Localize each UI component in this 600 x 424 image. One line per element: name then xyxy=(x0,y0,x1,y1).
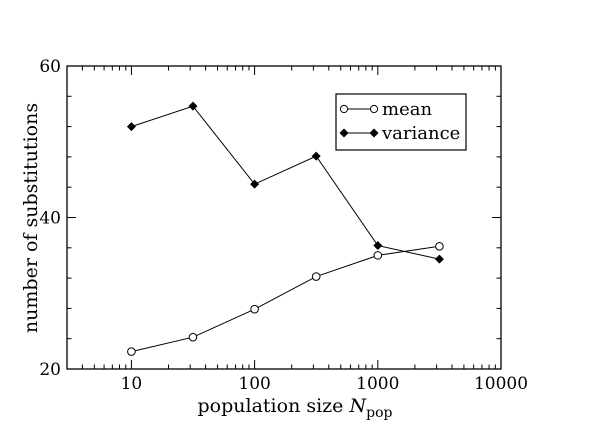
series-mean-line xyxy=(131,245,440,353)
x-axis-title-subscript: pop xyxy=(366,405,392,421)
data-point-mean xyxy=(250,304,259,314)
legend-variance-marker-left xyxy=(339,128,349,138)
x-tick-label: 10 xyxy=(121,374,143,394)
data-point-mean xyxy=(373,251,383,260)
x-axis-title-text: population size xyxy=(198,395,350,417)
series-variance xyxy=(126,101,444,264)
legend-mean-label: mean xyxy=(382,99,432,120)
data-point-mean xyxy=(435,241,444,251)
legend-mean-marker-left xyxy=(339,104,349,114)
x-tick-label: 10000 xyxy=(474,374,528,394)
data-point-variance xyxy=(373,241,383,251)
x-tick-label: 100 xyxy=(238,374,270,394)
y-axis-title: number of substitutions xyxy=(20,103,42,333)
data-point-variance xyxy=(250,179,260,189)
series-variance-line xyxy=(131,105,440,260)
y-tick-label: 60 xyxy=(39,57,61,77)
y-tick-label: 20 xyxy=(39,360,61,380)
series-layer xyxy=(126,101,444,356)
data-point-mean xyxy=(127,347,136,356)
data-point-variance xyxy=(311,151,321,161)
legend-mean-marker-right xyxy=(369,104,379,114)
x-axis-title-symbol: N xyxy=(348,395,367,417)
data-point-variance xyxy=(126,122,136,132)
data-point-mean xyxy=(311,272,321,281)
data-point-mean xyxy=(188,332,198,342)
axis-ticks: 10 100 1000 10000 20 40 60 xyxy=(39,57,528,394)
y-tick-label: 40 xyxy=(39,209,61,229)
data-point-variance xyxy=(188,101,198,111)
series-mean xyxy=(127,241,444,356)
legend: mean variance xyxy=(335,93,467,151)
data-point-variance xyxy=(434,254,444,264)
x-tick-label: 1000 xyxy=(356,374,399,394)
legend-box xyxy=(335,93,467,151)
legend-variance-label: variance xyxy=(381,123,460,144)
legend-variance-marker-right xyxy=(369,128,379,138)
x-axis-title: population size Npop xyxy=(198,395,393,421)
